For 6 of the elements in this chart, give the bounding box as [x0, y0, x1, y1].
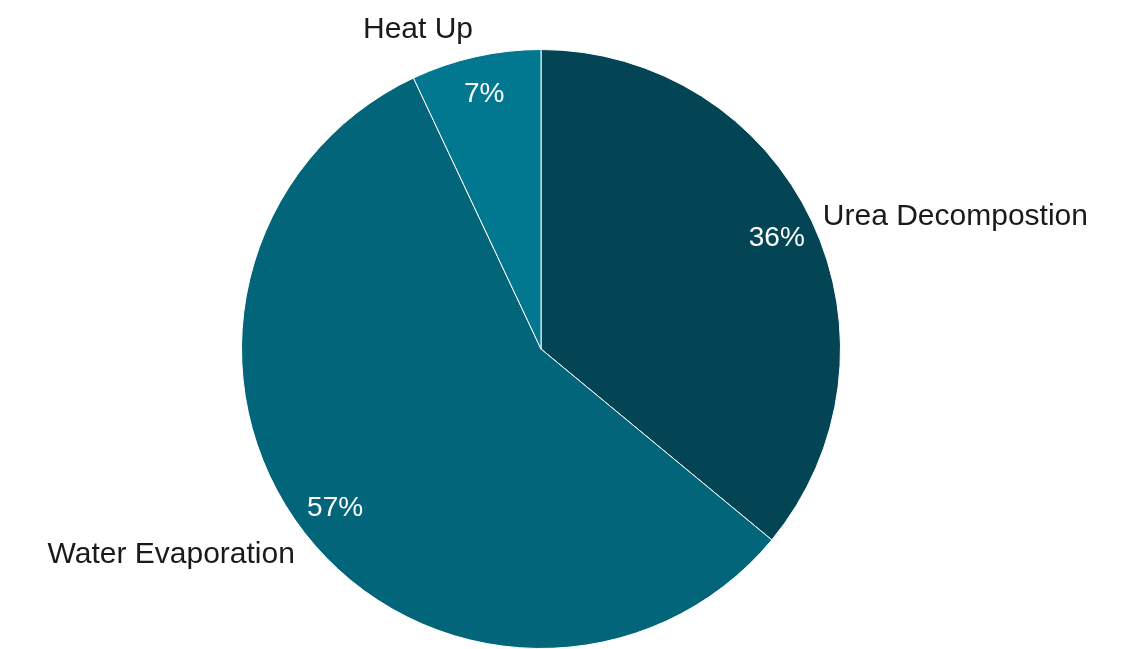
slice-label: Urea Decompostion [822, 197, 1088, 231]
data-label: 36% [748, 220, 805, 252]
slice-label: Water Evaporation [47, 536, 295, 570]
slice-label: Heat Up [362, 11, 474, 45]
data-label: 7% [463, 77, 505, 109]
data-label: 57% [307, 491, 364, 523]
